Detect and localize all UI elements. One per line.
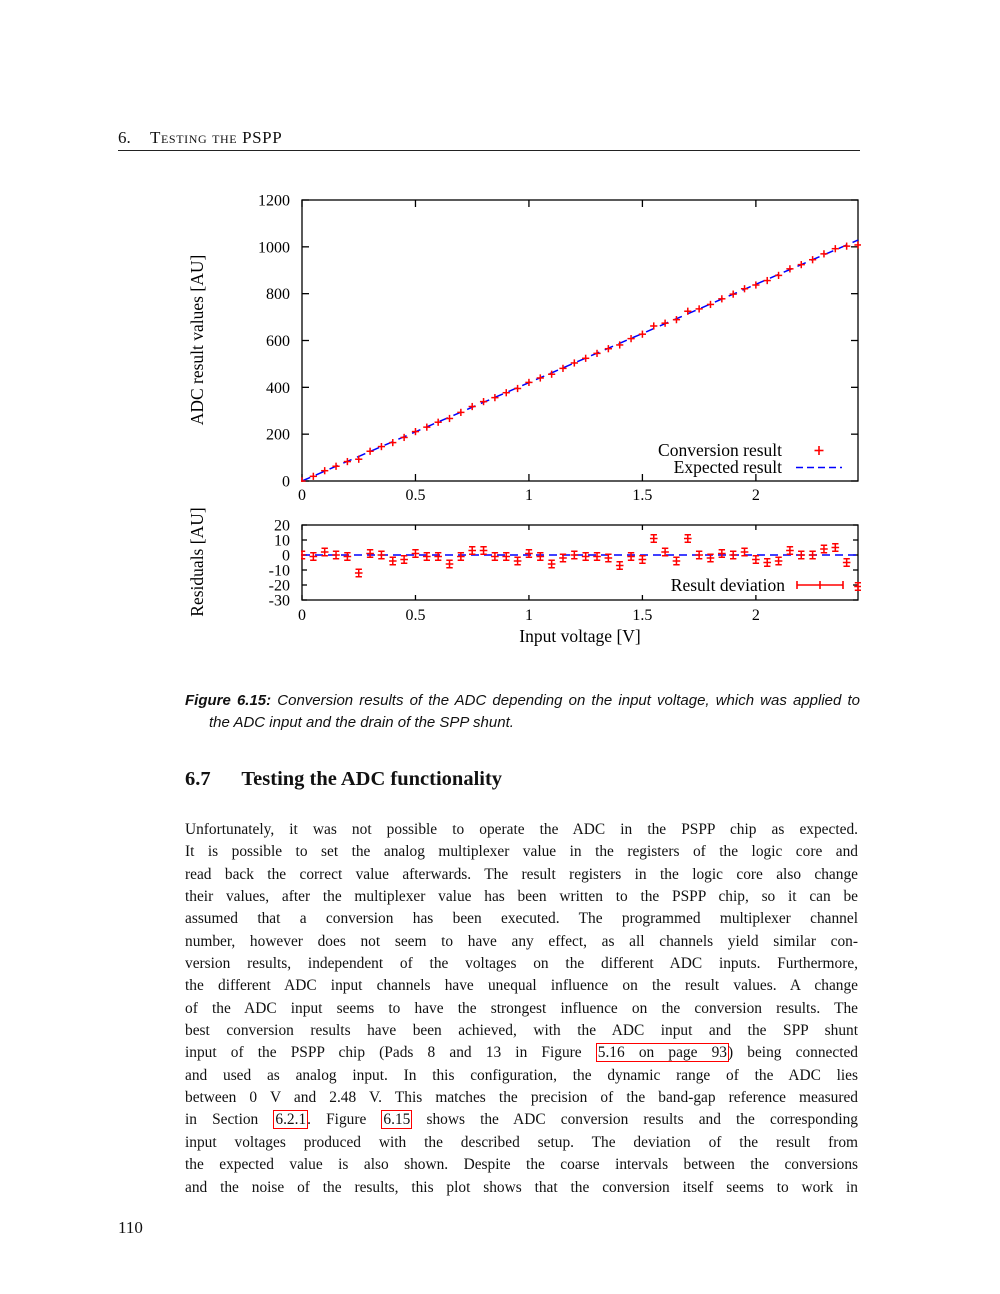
paragraph-line-15: input voltages produced with the describ… — [185, 1132, 858, 1154]
residuals-chart-xtick-label: 0 — [298, 607, 306, 624]
text-run: and used as analog input. In this config… — [185, 1066, 858, 1084]
paragraph-line-3: read back the correct value afterwards. … — [185, 864, 858, 886]
adc-chart-ytick-label: 1200 — [258, 193, 290, 210]
paragraph-line-17: and the noise of the results, this plot … — [185, 1177, 858, 1199]
text-run: best conversion results have been achiev… — [185, 1022, 858, 1040]
section-heading: 6.7 Testing the ADC functionality — [185, 768, 502, 791]
chapter-title: Testing the PSPP — [150, 128, 283, 147]
residuals-chart-xtick-label: 0.5 — [405, 607, 425, 624]
adc-chart-ytick-label: 1000 — [258, 239, 290, 256]
text-run: . Figure — [307, 1111, 382, 1129]
figure-caption: Figure 6.15: Conversion results of the A… — [185, 690, 860, 733]
residuals-chart-legend: Result deviation — [671, 575, 844, 595]
x-axis-label: Input voltage [V] — [519, 626, 641, 646]
conversion-result-points — [301, 241, 861, 482]
paragraph-line-5: assumed that a conversion has been execu… — [185, 908, 858, 930]
paragraph-line-14: in Section 6.2.1. Figure 6.15 shows the … — [185, 1109, 858, 1131]
paragraph-line-9: of the ADC input seems to have the stron… — [185, 998, 858, 1020]
text-run: read back the correct value afterwards. … — [185, 865, 858, 883]
text-run: ) being connected — [728, 1044, 859, 1062]
text-run: It is possible to set the analog multipl… — [185, 843, 858, 861]
adc-chart-ylabel: ADC result values [AU] — [187, 255, 207, 426]
result-deviation-points — [301, 534, 861, 591]
figure-caption-line-1: Figure 6.15: Conversion results of the A… — [185, 690, 860, 712]
running-header: 6. Testing the PSPP — [118, 128, 282, 148]
adc-chart-xtick-label: 0 — [298, 487, 306, 504]
page-number: 110 — [118, 1218, 143, 1237]
adc-chart-xtick-label: 2 — [752, 487, 760, 504]
adc-chart-xtick-label: 1.5 — [632, 487, 652, 504]
residuals-chart-ytick-label: -10 — [269, 563, 290, 580]
figure-caption-text: Conversion results of the ADC depending … — [277, 692, 860, 709]
paragraph-line-4: their values, after the multiplexer valu… — [185, 886, 858, 908]
text-run: Unfortunately, it was not possible to op… — [185, 821, 858, 838]
adc-chart-xtick-label: 1 — [525, 487, 533, 504]
residuals-chart-xtick-label: 1.5 — [632, 607, 652, 624]
adc-chart-ytick-label: 0 — [282, 474, 290, 491]
text-run: assumed that a conversion has been execu… — [185, 910, 858, 928]
text-run: between 0 V and 2.48 V. This matches the… — [185, 1089, 858, 1107]
text-run: in Section — [185, 1111, 274, 1129]
text-run: their values, after the multiplexer valu… — [185, 888, 858, 906]
cross-reference-link[interactable]: 5.16 on page 93 — [595, 1043, 729, 1063]
adc-chart-ytick-label: 400 — [266, 380, 290, 397]
legend-expected-result-label: Expected result — [674, 457, 782, 477]
paragraph-line-1: Unfortunately, it was not possible to op… — [185, 819, 858, 841]
text-run: and the noise of the results, this plot … — [185, 1178, 858, 1196]
text-run: input voltages produced with the describ… — [185, 1133, 858, 1151]
paragraph-line-16: the expected value is also shown. Despit… — [185, 1154, 858, 1176]
paragraph-line-2: It is possible to set the analog multipl… — [185, 841, 858, 863]
residuals-chart-ytick-label: 20 — [274, 518, 290, 535]
cross-reference-link[interactable]: 6.15 — [381, 1110, 413, 1130]
residuals-chart-xtick-label: 1 — [525, 607, 533, 624]
adc-chart-ytick-label: 800 — [266, 286, 290, 303]
text-run: the expected value is also shown. Despit… — [185, 1156, 858, 1174]
residuals-chart-ytick-label: -20 — [269, 578, 290, 595]
paragraph-line-6: number, however does not seem to have an… — [185, 931, 858, 953]
text-run: the different ADC input channels have un… — [185, 977, 858, 995]
text-run: input of the PSPP chip (Pads 8 and 13 in… — [185, 1044, 596, 1062]
paragraph-line-12: and used as analog input. In this config… — [185, 1065, 858, 1087]
paragraph-line-13: between 0 V and 2.48 V. This matches the… — [185, 1087, 858, 1109]
body-paragraph: Unfortunately, it was not possible to op… — [185, 819, 858, 1199]
residuals-chart-ylabel: Residuals [AU] — [187, 507, 207, 616]
residuals-chart-ytick-label: -30 — [269, 593, 290, 610]
residuals-chart-ytick-label: 10 — [274, 533, 290, 550]
header-rule — [118, 150, 860, 151]
legend-result-deviation-label: Result deviation — [671, 575, 785, 595]
residuals-chart-xtick-label: 2 — [752, 607, 760, 624]
adc-chart-ytick-label: 200 — [266, 427, 290, 444]
paragraph-line-8: the different ADC input channels have un… — [185, 975, 858, 997]
expected-result-line — [301, 239, 859, 482]
residuals-chart-ytick-label: 0 — [282, 548, 290, 565]
adc-chart-xtick-label: 0.5 — [405, 487, 425, 504]
text-run: version results, independent of the volt… — [185, 955, 858, 973]
figure-caption-label: Figure 6.15: — [185, 692, 272, 709]
paragraph-line-10: best conversion results have been achiev… — [185, 1020, 858, 1042]
adc-chart-ytick-label: 600 — [266, 333, 290, 350]
chapter-number: 6. — [118, 128, 131, 147]
adc-chart-frame: 0 0.5 1 1.5 2 0 200 400 600 800 1000 1200 — [258, 193, 859, 504]
paragraph-line-7: version results, independent of the volt… — [185, 953, 858, 975]
legend-conversion-result-label: Conversion result — [658, 440, 782, 460]
text-run: shows the ADC conversion results and the… — [411, 1111, 858, 1129]
cross-reference-link[interactable]: 6.2.1 — [273, 1110, 309, 1130]
text-run: of the ADC input seems to have the stron… — [185, 999, 858, 1017]
paragraph-line-11: input of the PSPP chip (Pads 8 and 13 in… — [185, 1042, 858, 1064]
section-title: Testing the ADC functionality — [241, 768, 503, 790]
figure-caption-line-2: the ADC input and the drain of the SPP s… — [209, 713, 514, 731]
section-number: 6.7 — [185, 768, 211, 790]
text-run: number, however does not seem to have an… — [185, 932, 858, 950]
